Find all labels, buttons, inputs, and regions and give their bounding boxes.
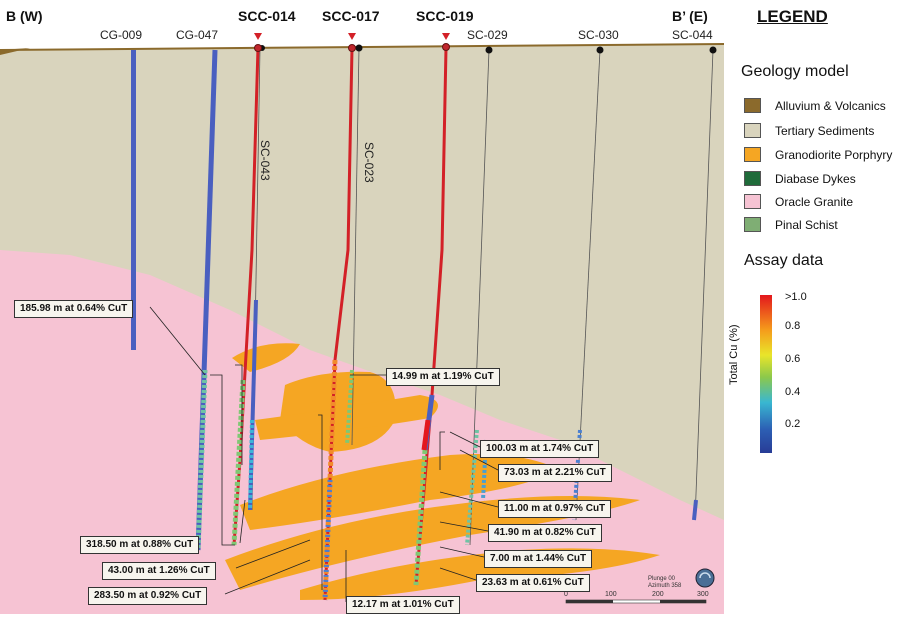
scale-tick: 0 [564,591,568,598]
scale-tick: 100 [605,591,617,598]
intercept-callout: 100.03 m at 1.74% CuT [480,440,600,458]
east-label: B’ (E) [672,8,708,24]
legend-item-tertiary: Tertiary Sediments [744,122,874,139]
intercept-callout: 185.98 m at 0.64% CuT [14,300,134,318]
tertiary-sediments-unit [0,44,724,540]
intercept-callout: 283.50 m at 0.92% CuT [88,587,208,605]
legend-title: LEGEND [757,7,828,26]
hole-label-sc-029: SC-029 [467,28,508,42]
intercept-callout: 43.00 m at 1.26% CuT [102,562,216,580]
assay-color-ramp [760,295,772,453]
intercept-callout: 7.00 m at 1.44% CuT [484,550,593,568]
ramp-tick: 0.4 [785,386,801,398]
hole-label-scc-019: SCC-019 [416,8,474,24]
azimuth-text: Azimuth 358 [648,583,682,589]
legend-label: Pinal Schist [775,217,838,232]
ramp-tick: 0.6 [785,353,801,365]
legend-panel: LEGEND Geology model Alluvium & Volcanic… [724,0,912,624]
drillhole-scc-017 [322,47,354,601]
ramp-tick: 0.2 [785,418,801,430]
ramp-tick: >1.0 [785,291,807,303]
geology-heading: Geology model [741,63,849,80]
legend-label: Tertiary Sediments [775,123,875,138]
porphyry-body-5 [225,496,640,590]
scale-tick: 300 [697,591,709,598]
porphyry-body-1 [232,343,300,372]
hole-label-scc-017: SCC-017 [322,8,380,24]
legend-item-schist: Pinal Schist [744,216,838,233]
orientation-text: Plunge 00 Azimuth 358 [648,576,681,590]
assay-axis-label: Total Cu (%) [728,324,740,385]
west-label: B (W) [6,8,43,24]
hole-label-sc-043: SC-043 [258,140,272,181]
swatch-icon [744,147,761,162]
drillhole-scc-019 [413,47,448,586]
assay-heading: Assay data [744,252,824,269]
legend-item-alluvium: Alluvium & Volcanics [744,97,886,114]
scale-bar [565,599,707,604]
intercept-callout: 23.63 m at 0.61% CuT [476,574,590,592]
ramp-tick: 0.8 [785,320,801,332]
swatch-icon [744,194,761,209]
drillhole-cg-009 [131,50,136,350]
hole-label-cg-047: CG-047 [176,28,219,42]
plunge-text: Plunge 00 [648,576,676,582]
drillhole-scc-014 [231,47,260,546]
swatch-icon [744,123,761,138]
hole-label-cg-009: CG-009 [100,28,143,42]
legend-label: Diabase Dykes [775,171,856,186]
hole-label-sc-044: SC-044 [672,28,713,42]
legend-label: Granodiorite Porphyry [775,147,893,162]
drillhole-sc-044 [692,499,698,521]
legend-item-porphyry: Granodiorite Porphyry [744,146,892,163]
swatch-icon [744,98,761,113]
orientation-icon [695,568,715,588]
porphyry-body-4 [240,454,560,530]
intercept-callout: 14.99 m at 1.19% CuT [386,368,500,386]
legend-label: Alluvium & Volcanics [775,98,886,113]
drillhole-sc-023 [345,369,354,446]
porphyry-body-3 [255,395,438,440]
hole-label-sc-030: SC-030 [578,28,619,42]
swatch-icon [744,171,761,186]
legend-item-granite: Oracle Granite [744,193,853,210]
intercept-callout: 12.17 m at 1.01% CuT [346,596,460,614]
intercept-callout: 73.03 m at 2.21% CuT [498,464,612,482]
hole-label-sc-023: SC-023 [362,142,376,183]
legend-label: Oracle Granite [775,194,854,209]
hole-label-scc-014: SCC-014 [238,8,296,24]
drillhole-cg-047 [195,49,218,551]
intercept-callout: 11.00 m at 0.97% CuT [498,500,612,518]
intercept-callout: 318.50 m at 0.88% CuT [80,536,200,554]
drillhole-sc-043 [248,299,258,511]
intercept-callout: 41.90 m at 0.82% CuT [488,524,602,542]
swatch-icon [744,217,761,232]
legend-item-diabase: Diabase Dykes [744,170,856,187]
scale-tick: 200 [652,591,664,598]
